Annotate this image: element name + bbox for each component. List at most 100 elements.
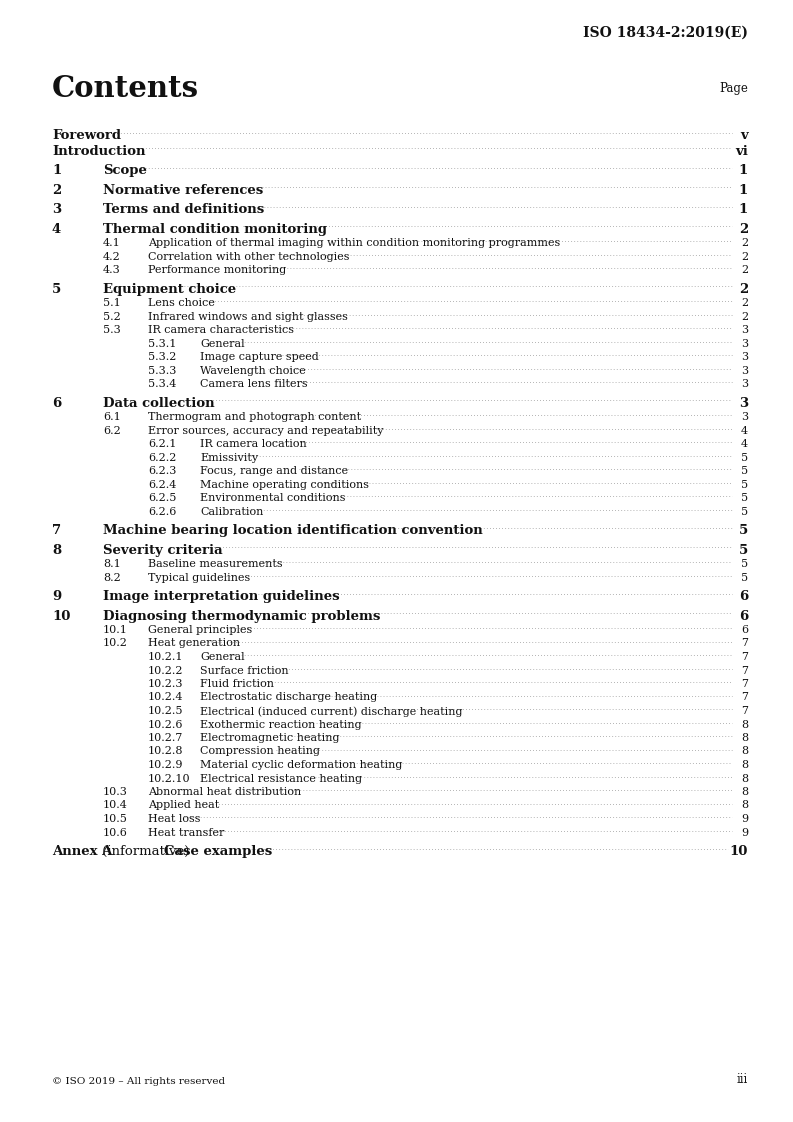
Text: General: General: [200, 652, 244, 662]
Text: 9: 9: [52, 590, 61, 603]
Text: 6.2.2: 6.2.2: [148, 452, 176, 462]
Text: IR camera characteristics: IR camera characteristics: [148, 325, 294, 335]
Text: 6.2.5: 6.2.5: [148, 493, 176, 503]
Text: 6: 6: [739, 590, 748, 603]
Text: 1: 1: [739, 184, 748, 196]
Text: Page: Page: [719, 82, 748, 95]
Text: 5.3.4: 5.3.4: [148, 379, 176, 389]
Text: 1: 1: [739, 164, 748, 177]
Text: ISO 18434-2:2019(E): ISO 18434-2:2019(E): [583, 26, 748, 40]
Text: Electromagnetic heating: Electromagnetic heating: [200, 733, 339, 743]
Text: 5: 5: [52, 283, 61, 295]
Text: 2: 2: [741, 251, 748, 261]
Text: (informative): (informative): [98, 845, 193, 858]
Text: 1: 1: [52, 164, 61, 177]
Text: 3: 3: [741, 366, 748, 376]
Text: 5: 5: [741, 452, 748, 462]
Text: 6: 6: [741, 625, 748, 635]
Text: Terms and definitions: Terms and definitions: [103, 203, 264, 217]
Text: 2: 2: [739, 222, 748, 236]
Text: 10.2.2: 10.2.2: [148, 665, 183, 675]
Text: 10.2.4: 10.2.4: [148, 692, 183, 702]
Text: 4: 4: [52, 222, 61, 236]
Text: Environmental conditions: Environmental conditions: [200, 493, 346, 503]
Text: 8: 8: [741, 733, 748, 743]
Text: 8.1: 8.1: [103, 559, 121, 569]
Text: 5: 5: [741, 493, 748, 503]
Text: 10.4: 10.4: [103, 800, 128, 810]
Text: 5: 5: [741, 506, 748, 516]
Text: 5.2: 5.2: [103, 312, 121, 322]
Text: 5: 5: [739, 543, 748, 557]
Text: 7: 7: [741, 665, 748, 675]
Text: Fluid friction: Fluid friction: [200, 679, 274, 689]
Text: 3: 3: [741, 339, 748, 349]
Text: 10.2.7: 10.2.7: [148, 733, 183, 743]
Text: 2: 2: [741, 238, 748, 248]
Text: vi: vi: [735, 145, 748, 157]
Text: Thermal condition monitoring: Thermal condition monitoring: [103, 222, 327, 236]
Text: 8: 8: [741, 760, 748, 770]
Text: Calibration: Calibration: [200, 506, 263, 516]
Text: Normative references: Normative references: [103, 184, 263, 196]
Text: IR camera location: IR camera location: [200, 439, 307, 449]
Text: 2: 2: [739, 283, 748, 295]
Text: 10.6: 10.6: [103, 828, 128, 837]
Text: iii: iii: [737, 1073, 748, 1086]
Text: 6: 6: [739, 609, 748, 623]
Text: 5.3.3: 5.3.3: [148, 366, 176, 376]
Text: Focus, range and distance: Focus, range and distance: [200, 466, 348, 476]
Text: Error sources, accuracy and repeatability: Error sources, accuracy and repeatabilit…: [148, 425, 384, 435]
Text: 8: 8: [741, 800, 748, 810]
Text: 2: 2: [741, 312, 748, 322]
Text: Machine bearing location identification convention: Machine bearing location identification …: [103, 524, 483, 537]
Text: 10.2.6: 10.2.6: [148, 719, 183, 729]
Text: 3: 3: [52, 203, 61, 217]
Text: Annex A: Annex A: [52, 845, 113, 858]
Text: 6.1: 6.1: [103, 412, 121, 422]
Text: 10.2.3: 10.2.3: [148, 679, 183, 689]
Text: 5: 5: [741, 572, 748, 582]
Text: Case examples: Case examples: [164, 845, 272, 858]
Text: 3: 3: [741, 352, 748, 362]
Text: General principles: General principles: [148, 625, 252, 635]
Text: Application of thermal imaging within condition monitoring programmes: Application of thermal imaging within co…: [148, 238, 560, 248]
Text: Thermogram and photograph content: Thermogram and photograph content: [148, 412, 361, 422]
Text: 10.2.10: 10.2.10: [148, 773, 190, 783]
Text: © ISO 2019 – All rights reserved: © ISO 2019 – All rights reserved: [52, 1077, 225, 1086]
Text: Electrical (induced current) discharge heating: Electrical (induced current) discharge h…: [200, 706, 462, 717]
Text: Introduction: Introduction: [52, 145, 145, 157]
Text: Wavelength choice: Wavelength choice: [200, 366, 306, 376]
Text: 3: 3: [741, 379, 748, 389]
Text: 7: 7: [741, 692, 748, 702]
Text: Exothermic reaction heating: Exothermic reaction heating: [200, 719, 362, 729]
Text: Emissivity: Emissivity: [200, 452, 259, 462]
Text: 3: 3: [741, 325, 748, 335]
Text: 7: 7: [741, 679, 748, 689]
Text: Baseline measurements: Baseline measurements: [148, 559, 282, 569]
Text: 7: 7: [741, 706, 748, 716]
Text: Diagnosing thermodynamic problems: Diagnosing thermodynamic problems: [103, 609, 381, 623]
Text: 5: 5: [741, 479, 748, 489]
Text: Image capture speed: Image capture speed: [200, 352, 319, 362]
Text: Machine operating conditions: Machine operating conditions: [200, 479, 369, 489]
Text: 10.2.8: 10.2.8: [148, 746, 183, 756]
Text: 10: 10: [52, 609, 71, 623]
Text: 5: 5: [741, 559, 748, 569]
Text: 8: 8: [741, 746, 748, 756]
Text: 5.1: 5.1: [103, 298, 121, 309]
Text: 9: 9: [741, 828, 748, 837]
Text: 9: 9: [741, 813, 748, 824]
Text: 3: 3: [739, 396, 748, 410]
Text: 4.3: 4.3: [103, 265, 121, 275]
Text: Contents: Contents: [52, 74, 199, 103]
Text: 7: 7: [741, 652, 748, 662]
Text: General: General: [200, 339, 244, 349]
Text: Camera lens filters: Camera lens filters: [200, 379, 308, 389]
Text: Abnormal heat distribution: Abnormal heat distribution: [148, 787, 301, 797]
Text: 10.2: 10.2: [103, 638, 128, 649]
Text: Heat transfer: Heat transfer: [148, 828, 224, 837]
Text: Applied heat: Applied heat: [148, 800, 219, 810]
Text: 2: 2: [741, 265, 748, 275]
Text: 2: 2: [52, 184, 61, 196]
